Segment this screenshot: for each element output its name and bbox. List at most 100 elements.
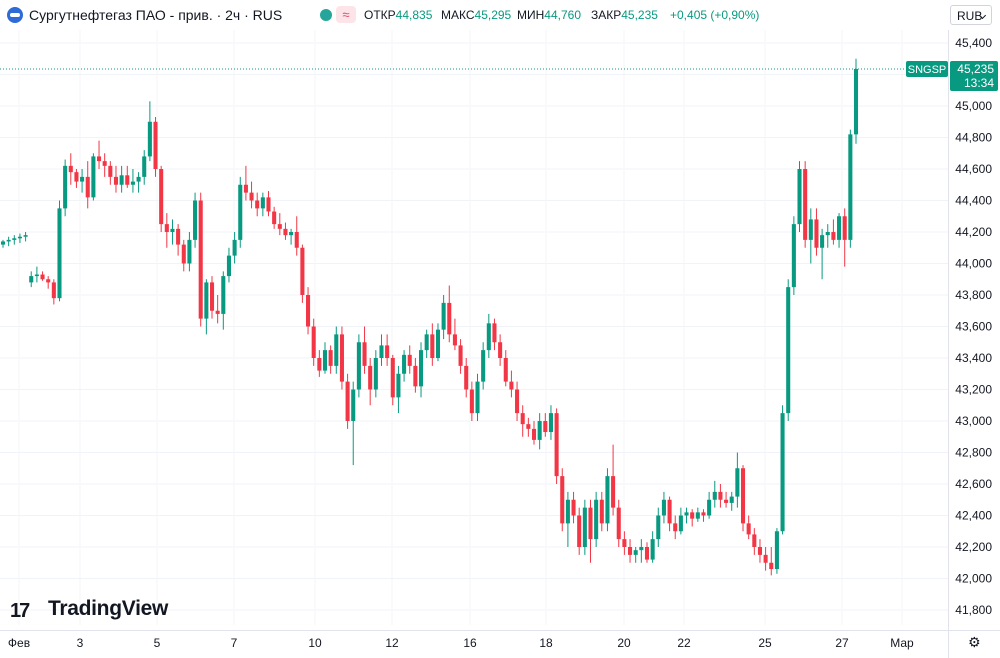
candle-body — [96, 156, 102, 162]
x-tick-label: 7 — [231, 636, 238, 650]
candle-body — [531, 428, 537, 440]
candle-body — [6, 239, 11, 242]
candle-body — [198, 200, 203, 319]
y-tick-label: 42,800 — [955, 446, 992, 460]
x-tick-label: 20 — [617, 636, 631, 650]
candle-body — [616, 507, 621, 540]
gear-icon[interactable]: ⚙ — [968, 634, 981, 650]
high-value: 45,295 — [474, 8, 512, 22]
chart-header: Сургутнефтегаз ПАО - прив. · 2ч · RUS ≈ … — [0, 0, 1000, 30]
candle-body — [820, 235, 825, 248]
candle-body — [515, 389, 520, 414]
candle-body — [102, 161, 107, 166]
change-value: +0,405 (+0,90%) — [670, 8, 760, 22]
y-tick-label: 42,000 — [955, 572, 992, 586]
candle-body — [322, 350, 328, 371]
open-label: ОТКР — [364, 8, 396, 22]
y-tick-label: 43,200 — [955, 383, 992, 397]
candle-body — [458, 345, 463, 366]
y-tick-label: 43,600 — [955, 320, 992, 334]
candle-body — [407, 354, 412, 366]
candle-body — [368, 365, 373, 390]
currency-select[interactable]: RUB — [950, 5, 992, 25]
candle-body — [690, 512, 695, 519]
candle-body — [345, 381, 350, 421]
candle-body — [639, 547, 644, 551]
candle-body — [582, 507, 587, 547]
candle-body — [554, 413, 559, 477]
symbol-title[interactable]: Сургутнефтегаз ПАО - прив. · 2ч · RUS — [29, 7, 283, 23]
candle-body — [209, 282, 215, 311]
x-tick-label: 10 — [308, 636, 322, 650]
candle-body — [752, 534, 757, 547]
candle-body — [413, 365, 418, 387]
candle-body — [283, 228, 288, 236]
x-tick-label: 18 — [539, 636, 553, 650]
candle-body — [611, 476, 616, 508]
candle-body — [396, 373, 401, 398]
y-tick-label: 42,600 — [955, 477, 992, 491]
candle-body — [729, 496, 734, 503]
candle-body — [718, 491, 723, 500]
candle-body — [492, 323, 497, 343]
y-tick-label: 45,400 — [955, 36, 992, 50]
candle-body — [289, 232, 294, 236]
candle-body — [57, 208, 62, 299]
candle-body — [661, 499, 666, 516]
last-price-value: 45,235 — [957, 62, 994, 76]
candle-body — [108, 165, 113, 177]
candle-body — [328, 350, 333, 366]
ohlc-low: МИН44,760 — [517, 8, 581, 22]
candle-body — [232, 239, 237, 256]
candle-body — [565, 499, 570, 524]
candle-body — [481, 350, 486, 382]
candle-body — [272, 211, 277, 225]
candle-body — [509, 381, 514, 390]
candle-body — [147, 121, 152, 157]
candle-body — [588, 507, 593, 540]
candle-body — [628, 547, 633, 555]
candle-body — [130, 181, 135, 185]
candle-body — [746, 523, 751, 535]
candle-body — [362, 342, 367, 366]
candle-body — [40, 274, 45, 280]
y-tick-label: 44,600 — [955, 162, 992, 176]
candle-body — [605, 476, 610, 524]
candle-body — [441, 302, 446, 330]
candle-body — [46, 279, 51, 283]
candle-body — [74, 172, 79, 182]
high-label: МАКС — [441, 8, 475, 22]
low-label: МИН — [517, 8, 545, 22]
y-tick-label: 44,800 — [955, 131, 992, 145]
candle-body — [831, 232, 836, 240]
candle-body — [12, 238, 17, 240]
candle-body — [356, 342, 361, 390]
candle-body — [520, 413, 525, 425]
candle-body — [599, 499, 604, 524]
open-value: 44,835 — [395, 8, 433, 22]
candle-body — [294, 232, 299, 248]
surgut-logo-icon — [7, 7, 23, 23]
candle-body — [678, 515, 683, 532]
candle-body — [204, 282, 209, 319]
candle-body — [266, 197, 271, 212]
candle-body — [814, 219, 819, 248]
y-tick-label: 44,000 — [955, 257, 992, 271]
candle-body — [763, 554, 768, 563]
candle-body — [498, 342, 503, 358]
candle-body — [424, 334, 429, 351]
candle-body — [548, 413, 553, 433]
candle-body — [136, 176, 141, 182]
candle-body — [791, 224, 796, 288]
candle-body — [673, 523, 678, 532]
x-tick-label: Мар — [890, 636, 914, 650]
candle-body — [181, 244, 186, 264]
candle-body — [757, 547, 763, 555]
candle-body — [351, 389, 356, 421]
ticker-label-bg — [906, 60, 948, 77]
candle-body — [311, 326, 316, 358]
candle-body — [23, 235, 28, 237]
candle-body — [780, 413, 785, 532]
candle-body — [769, 562, 774, 570]
